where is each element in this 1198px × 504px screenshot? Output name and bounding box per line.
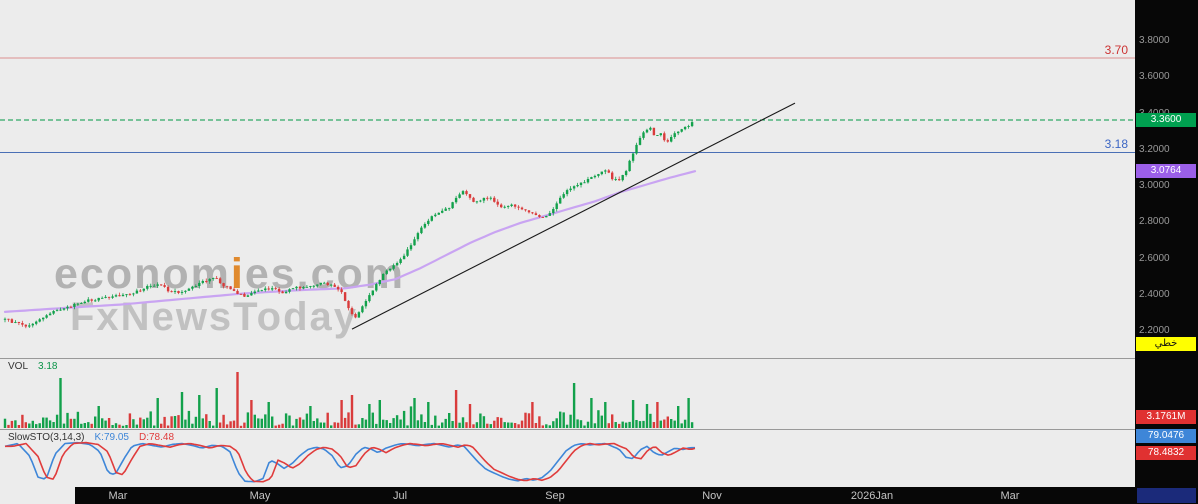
time-tick-label: May bbox=[249, 490, 271, 502]
current-date-badge bbox=[1137, 488, 1196, 503]
volume-indicator-label: VOL bbox=[8, 361, 29, 372]
time-tick-label: Nov bbox=[702, 490, 722, 502]
stochastic-panel-header: SlowSTO(3,14,3) K:79.05 D:78.48 bbox=[8, 432, 184, 443]
price-tick-label: 3.6000 bbox=[1139, 71, 1170, 83]
stochastic-k-badge: 79.0476 bbox=[1136, 429, 1196, 443]
volume-badge: 3.1761M bbox=[1136, 410, 1196, 424]
resistance-price-label: 3.70 bbox=[1104, 43, 1128, 58]
stochastic-k-value: K:79.05 bbox=[94, 432, 129, 443]
last-price-badge: 3.3600 bbox=[1136, 112, 1196, 127]
stochastic-d-value: D:78.48 bbox=[139, 432, 175, 443]
price-tick-label: 3.8000 bbox=[1139, 35, 1170, 46]
time-tick-label: Jul bbox=[392, 490, 408, 502]
price-tick-label: 3.2000 bbox=[1139, 143, 1170, 155]
price-tick-label: 2.2000 bbox=[1139, 325, 1170, 336]
volume-panel-header: VOL 3.18 bbox=[8, 361, 67, 372]
watermark-brand-text: econom bbox=[54, 250, 231, 298]
time-tick-label: Sep bbox=[545, 490, 565, 502]
time-tick-label: Mar bbox=[108, 490, 128, 502]
price-axis-panel[interactable]: 3.80003.60003.40003.20003.00002.80002.60… bbox=[1135, 0, 1198, 504]
price-tick-label: 2.4000 bbox=[1139, 288, 1170, 300]
support-price-label: 3.18 bbox=[1104, 137, 1128, 152]
time-axis-panel[interactable]: Mar May Jul Sep Nov 2026Jan Mar bbox=[75, 487, 1198, 504]
watermark-subbrand: FxNewsToday bbox=[70, 295, 358, 339]
price-tick-label: 2.6000 bbox=[1139, 252, 1170, 264]
time-tick-label: 2026Jan bbox=[850, 490, 894, 502]
chart-style-badge[interactable]: خطي bbox=[1136, 337, 1196, 351]
stochastic-indicator-label: SlowSTO(3,14,3) bbox=[8, 432, 85, 443]
time-tick-label: Mar bbox=[1000, 490, 1020, 502]
volume-indicator-value: 3.18 bbox=[38, 361, 58, 372]
watermark-brand-accent: i bbox=[230, 250, 245, 298]
price-tick-label: 2.8000 bbox=[1139, 216, 1170, 228]
stochastic-d-badge: 78.4832 bbox=[1136, 446, 1196, 460]
moving-average-badge: 3.0764 bbox=[1136, 164, 1196, 179]
price-tick-label: 3.0000 bbox=[1139, 180, 1170, 191]
